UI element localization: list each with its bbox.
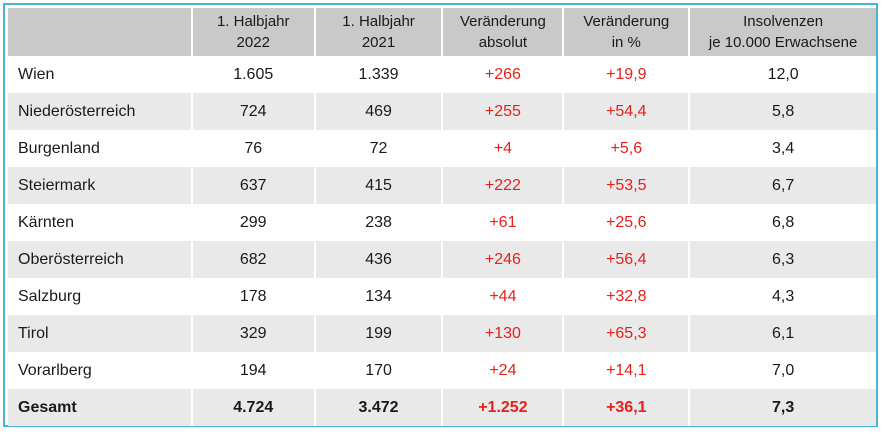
cell-h2022: 178 bbox=[190, 278, 315, 315]
cell-h2022: 194 bbox=[190, 352, 315, 389]
table-row: Salzburg 178 134 +44 +32,8 4,3 bbox=[8, 278, 876, 315]
table-row: Burgenland 76 72 +4 +5,6 3,4 bbox=[8, 130, 876, 167]
cell-region: Tirol bbox=[8, 315, 192, 352]
table-row: Oberösterreich 682 436 +246 +56,4 6,3 bbox=[8, 241, 876, 278]
cell-per-10000: 7,3 bbox=[688, 389, 876, 426]
cell-change-absolute: +130 bbox=[441, 315, 564, 352]
cell-change-absolute: +266 bbox=[441, 56, 564, 93]
cell-change-absolute: +61 bbox=[441, 204, 564, 241]
cell-h2022: 299 bbox=[190, 204, 315, 241]
cell-change-percent: +56,4 bbox=[562, 241, 690, 278]
cell-change-percent: +5,6 bbox=[562, 130, 690, 167]
cell-h2021: 1.339 bbox=[313, 56, 443, 93]
cell-region: Niederösterreich bbox=[8, 93, 192, 130]
insolvency-table: 1. Halbjahr 2022 1. Halbjahr 2021 Veränd… bbox=[8, 8, 876, 426]
cell-change-percent: +36,1 bbox=[562, 389, 690, 426]
cell-per-10000: 12,0 bbox=[688, 56, 876, 93]
table-row: Vorarlberg 194 170 +24 +14,1 7,0 bbox=[8, 352, 876, 389]
cell-change-percent: +32,8 bbox=[562, 278, 690, 315]
cell-per-10000: 4,3 bbox=[688, 278, 876, 315]
cell-per-10000: 6,8 bbox=[688, 204, 876, 241]
table-row: Steiermark 637 415 +222 +53,5 6,7 bbox=[8, 167, 876, 204]
cell-h2021: 170 bbox=[313, 352, 443, 389]
cell-h2021: 72 bbox=[313, 130, 443, 167]
table-total-row: Gesamt 4.724 3.472 +1.252 +36,1 7,3 bbox=[8, 389, 876, 426]
cell-change-absolute: +44 bbox=[441, 278, 564, 315]
cell-h2022: 329 bbox=[190, 315, 315, 352]
cell-change-absolute: +246 bbox=[441, 241, 564, 278]
cell-region: Wien bbox=[8, 56, 192, 93]
cell-per-10000: 6,3 bbox=[688, 241, 876, 278]
cell-change-absolute: +255 bbox=[441, 93, 564, 130]
header-per-10000-adults: Insolvenzen je 10.000 Erwachsene bbox=[688, 8, 876, 56]
header-h2022: 1. Halbjahr 2022 bbox=[190, 8, 315, 56]
cell-per-10000: 6,1 bbox=[688, 315, 876, 352]
table-row: Wien 1.605 1.339 +266 +19,9 12,0 bbox=[8, 56, 876, 93]
cell-per-10000: 5,8 bbox=[688, 93, 876, 130]
cell-region: Burgenland bbox=[8, 130, 192, 167]
cell-h2021: 3.472 bbox=[313, 389, 443, 426]
cell-change-absolute: +1.252 bbox=[441, 389, 564, 426]
cell-change-percent: +53,5 bbox=[562, 167, 690, 204]
header-change-absolute: Veränderung absolut bbox=[441, 8, 564, 56]
cell-region: Salzburg bbox=[8, 278, 192, 315]
cell-h2022: 76 bbox=[190, 130, 315, 167]
cell-h2021: 436 bbox=[313, 241, 443, 278]
cell-region: Steiermark bbox=[8, 167, 192, 204]
cell-per-10000: 7,0 bbox=[688, 352, 876, 389]
cell-h2022: 724 bbox=[190, 93, 315, 130]
table-frame: 1. Halbjahr 2022 1. Halbjahr 2021 Veränd… bbox=[3, 3, 878, 427]
cell-region: Gesamt bbox=[8, 389, 192, 426]
cell-per-10000: 3,4 bbox=[688, 130, 876, 167]
cell-region: Oberösterreich bbox=[8, 241, 192, 278]
table-row: Niederösterreich 724 469 +255 +54,4 5,8 bbox=[8, 93, 876, 130]
cell-change-percent: +54,4 bbox=[562, 93, 690, 130]
cell-change-absolute: +222 bbox=[441, 167, 564, 204]
table-row: Kärnten 299 238 +61 +25,6 6,8 bbox=[8, 204, 876, 241]
header-change-percent: Veränderung in % bbox=[562, 8, 690, 56]
cell-per-10000: 6,7 bbox=[688, 167, 876, 204]
cell-h2022: 682 bbox=[190, 241, 315, 278]
cell-region: Kärnten bbox=[8, 204, 192, 241]
cell-change-percent: +25,6 bbox=[562, 204, 690, 241]
cell-h2021: 134 bbox=[313, 278, 443, 315]
cell-h2021: 238 bbox=[313, 204, 443, 241]
cell-h2021: 199 bbox=[313, 315, 443, 352]
cell-change-absolute: +4 bbox=[441, 130, 564, 167]
table-header-row: 1. Halbjahr 2022 1. Halbjahr 2021 Veränd… bbox=[8, 8, 876, 56]
cell-change-percent: +14,1 bbox=[562, 352, 690, 389]
header-region bbox=[8, 8, 192, 56]
cell-h2021: 469 bbox=[313, 93, 443, 130]
cell-h2022: 1.605 bbox=[190, 56, 315, 93]
cell-h2022: 4.724 bbox=[190, 389, 315, 426]
cell-change-absolute: +24 bbox=[441, 352, 564, 389]
table-row: Tirol 329 199 +130 +65,3 6,1 bbox=[8, 315, 876, 352]
cell-h2022: 637 bbox=[190, 167, 315, 204]
header-h2021: 1. Halbjahr 2021 bbox=[313, 8, 443, 56]
cell-change-percent: +65,3 bbox=[562, 315, 690, 352]
cell-change-percent: +19,9 bbox=[562, 56, 690, 93]
cell-h2021: 415 bbox=[313, 167, 443, 204]
cell-region: Vorarlberg bbox=[8, 352, 192, 389]
